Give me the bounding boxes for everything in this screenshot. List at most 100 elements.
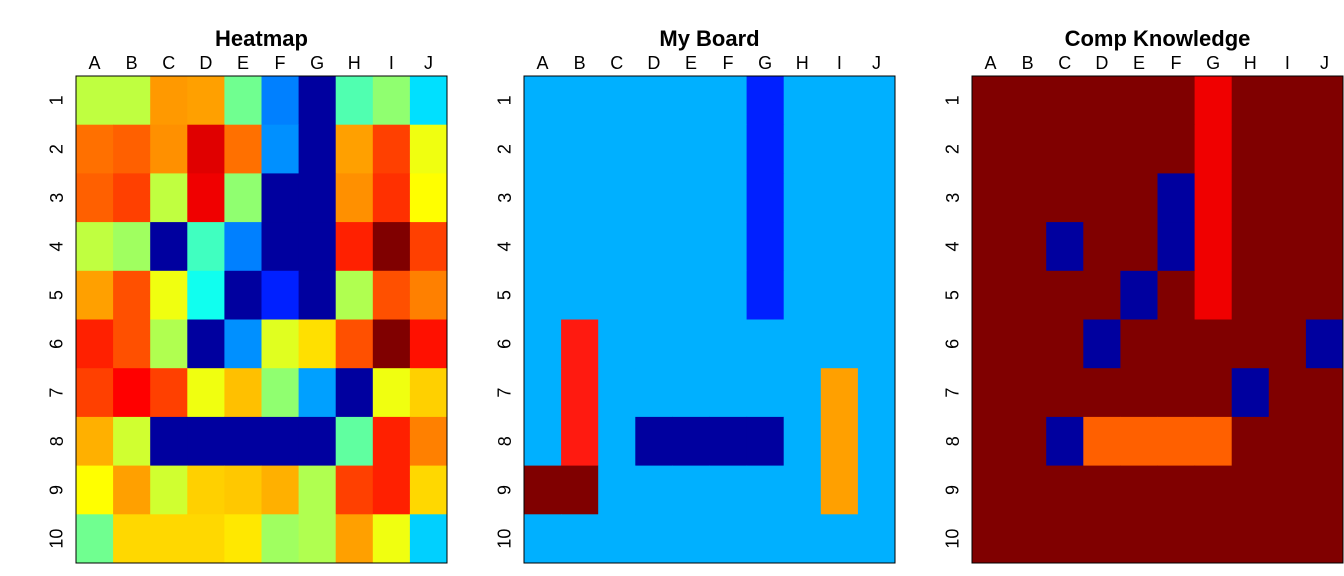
cell	[335, 124, 374, 174]
row-label: 8	[943, 436, 963, 446]
cell	[372, 368, 411, 418]
cell	[1268, 173, 1307, 223]
cell	[635, 514, 673, 564]
cell	[746, 416, 785, 467]
cell	[1231, 270, 1270, 320]
row-label: 9	[47, 485, 67, 495]
row-label: 9	[495, 485, 515, 495]
cell	[1009, 368, 1047, 418]
cell	[187, 222, 225, 272]
cell	[561, 416, 599, 467]
cell	[709, 222, 748, 272]
cell	[261, 76, 300, 126]
row-label: 5	[943, 290, 963, 300]
cell	[1194, 76, 1233, 126]
cell	[672, 319, 710, 369]
cell	[224, 124, 262, 174]
cell	[113, 514, 151, 564]
cell	[187, 124, 225, 174]
cell	[187, 76, 225, 126]
cell	[709, 514, 748, 564]
cell	[524, 416, 562, 467]
cell	[224, 76, 262, 126]
cell	[1231, 76, 1270, 126]
cell	[1083, 124, 1121, 174]
column-label: H	[1244, 53, 1257, 73]
cell	[150, 416, 188, 467]
column-label: A	[89, 53, 101, 73]
cell	[672, 368, 710, 418]
cell	[857, 222, 896, 272]
cell	[1120, 416, 1158, 467]
cell	[1268, 76, 1307, 126]
cell	[635, 368, 673, 418]
cell	[113, 124, 151, 174]
cell	[598, 319, 636, 369]
column-label: B	[1022, 53, 1034, 73]
cell	[1157, 514, 1196, 564]
cell	[972, 416, 1010, 467]
cell	[857, 270, 896, 320]
cell	[972, 76, 1010, 126]
column-label: G	[1206, 53, 1220, 73]
cell	[1231, 514, 1270, 564]
column-label: I	[389, 53, 394, 73]
cell	[335, 222, 374, 272]
cell	[598, 124, 636, 174]
cell	[224, 368, 262, 418]
cell	[261, 270, 300, 320]
cell	[409, 76, 448, 126]
cell	[224, 222, 262, 272]
row-label: 5	[495, 290, 515, 300]
column-label: H	[796, 53, 809, 73]
cell	[409, 514, 448, 564]
cell	[635, 222, 673, 272]
cell	[972, 465, 1010, 515]
cell	[113, 76, 151, 126]
cell	[561, 222, 599, 272]
cell	[783, 222, 822, 272]
column-label: J	[872, 53, 881, 73]
cell	[709, 76, 748, 126]
cell	[1157, 416, 1196, 467]
cell	[598, 416, 636, 467]
cell	[709, 416, 748, 467]
cell	[1157, 368, 1196, 418]
row-label: 1	[47, 95, 67, 105]
cell	[1157, 222, 1196, 272]
cell	[298, 124, 337, 174]
cell	[1120, 76, 1158, 126]
cell	[224, 416, 262, 467]
cell	[76, 319, 114, 369]
cell	[113, 416, 151, 467]
cell	[561, 124, 599, 174]
cell	[783, 514, 822, 564]
cell	[1120, 368, 1158, 418]
cell	[1194, 124, 1233, 174]
column-label: I	[1285, 53, 1290, 73]
cell	[1231, 465, 1270, 515]
cell	[298, 416, 337, 467]
cell	[857, 465, 896, 515]
cell	[972, 319, 1010, 369]
cell	[372, 124, 411, 174]
cell	[76, 124, 114, 174]
cell	[635, 270, 673, 320]
cell	[972, 124, 1010, 174]
cell	[672, 76, 710, 126]
cell	[746, 514, 785, 564]
cell	[409, 124, 448, 174]
cell	[1231, 173, 1270, 223]
plot-frame	[75, 75, 448, 564]
cell	[409, 222, 448, 272]
cell	[672, 465, 710, 515]
cell	[261, 222, 300, 272]
cell	[1157, 270, 1196, 320]
row-label: 7	[943, 388, 963, 398]
cell	[1120, 319, 1158, 369]
row-label: 6	[47, 339, 67, 349]
cell	[372, 465, 411, 515]
cell	[524, 76, 562, 126]
